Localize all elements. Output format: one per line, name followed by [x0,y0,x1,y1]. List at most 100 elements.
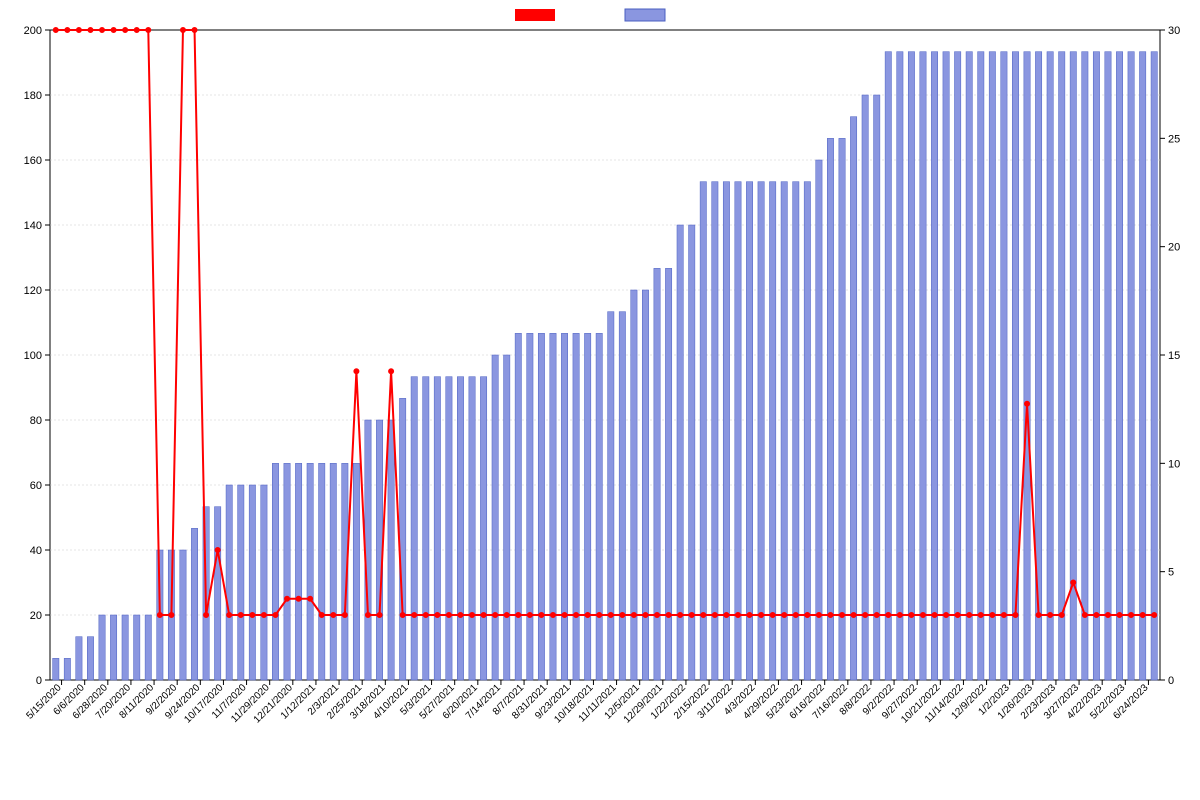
bar [272,463,278,680]
line-marker [285,596,290,601]
bar [758,182,764,680]
line-marker [1152,613,1157,618]
right-tick-label: 30 [1168,25,1180,37]
line-marker [608,613,613,618]
bar [850,117,856,680]
line-marker [412,613,417,618]
line-marker [735,613,740,618]
left-tick-label: 140 [24,220,42,232]
line-marker [562,613,567,618]
line-marker [1048,613,1053,618]
line-marker [909,613,914,618]
line-marker [134,28,139,33]
bar [908,52,914,680]
line-marker [123,28,128,33]
line-marker [967,613,972,618]
bar [388,420,394,680]
line-marker [920,613,925,618]
right-tick-label: 25 [1168,133,1180,145]
line-marker [389,369,394,374]
bar [1001,52,1007,680]
line-marker [157,613,162,618]
right-tick-label: 20 [1168,242,1180,254]
line-marker [111,28,116,33]
bar [1047,52,1053,680]
bar [642,290,648,680]
bar [457,377,463,680]
left-tick-label: 0 [36,675,42,687]
line-marker [770,613,775,618]
line-marker [296,596,301,601]
line-marker [76,28,81,33]
bar [689,225,695,680]
bar [793,182,799,680]
line-marker [331,613,336,618]
bar [284,463,290,680]
chart-container: 0204060801001201401601802000510152025305… [0,0,1200,800]
left-tick-label: 160 [24,155,42,167]
line-marker [747,613,752,618]
bar [492,355,498,680]
line-marker [88,28,93,33]
bar [53,658,59,680]
bar [214,507,220,680]
line-marker [493,613,498,618]
line-marker [1036,613,1041,618]
line-marker [342,613,347,618]
bar [804,182,810,680]
bar [665,268,671,680]
line-marker [250,613,255,618]
bar [411,377,417,680]
line-marker [712,613,717,618]
right-tick-label: 15 [1168,350,1180,362]
line-marker [169,613,174,618]
bar [561,333,567,680]
line-marker [816,613,821,618]
bar [76,637,82,680]
line-marker [1129,613,1134,618]
bar [527,333,533,680]
line-marker [215,548,220,553]
bar [515,333,521,680]
line-marker [319,613,324,618]
bar [1070,52,1076,680]
bar [191,528,197,680]
left-tick-label: 20 [30,610,42,622]
line-marker [377,613,382,618]
line-marker [886,613,891,618]
line-marker [643,613,648,618]
bar [480,377,486,680]
bar [319,463,325,680]
line-marker [574,613,579,618]
line-marker [365,613,370,618]
line-marker [620,613,625,618]
bar [1059,52,1065,680]
line-marker [678,613,683,618]
line-marker [261,613,266,618]
bar [989,52,995,680]
legend-swatch-line [515,9,555,21]
bar [584,333,590,680]
line-marker [851,613,856,618]
line-marker [944,613,949,618]
line-marker [308,596,313,601]
line-marker [470,613,475,618]
line-marker [759,613,764,618]
bar [943,52,949,680]
line-marker [724,613,729,618]
line-marker [1013,613,1018,618]
line-marker [550,613,555,618]
bar [1139,52,1145,680]
left-tick-label: 40 [30,545,42,557]
bar [180,550,186,680]
line-marker [932,613,937,618]
line-marker [1059,613,1064,618]
line-marker [863,613,868,618]
left-tick-label: 180 [24,90,42,102]
bar [538,333,544,680]
bar [781,182,787,680]
right-tick-label: 0 [1168,675,1174,687]
bar [700,182,706,680]
bar [446,377,452,680]
line-marker [1105,613,1110,618]
